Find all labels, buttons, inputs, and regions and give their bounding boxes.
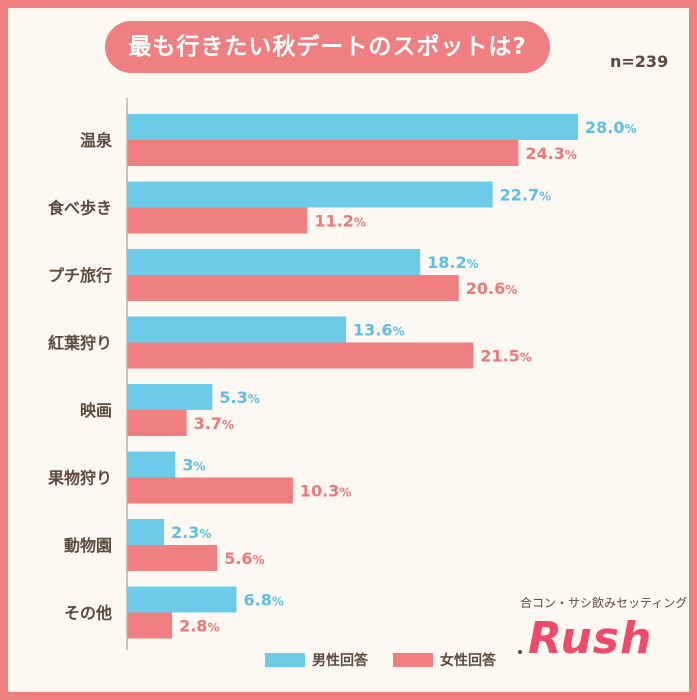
- value-label-male: 5.3%: [219, 388, 259, 407]
- category-label: 果物狩り: [47, 469, 112, 488]
- category-label: 紅葉狩り: [48, 334, 112, 353]
- bar-male: [127, 586, 237, 613]
- legend-female-swatch: [393, 653, 433, 667]
- bar-female: [127, 275, 459, 301]
- legend-female-label: 女性回答: [440, 653, 496, 669]
- brand-tagline: 合コン・サシ飲みセッティング: [520, 596, 688, 610]
- value-label-female: 20.6%: [466, 279, 518, 298]
- value-label-female: 5.6%: [224, 549, 264, 568]
- legend-male-swatch: [265, 653, 305, 667]
- brand-logo: Rush: [528, 613, 653, 664]
- title-banner: [105, 21, 550, 73]
- value-label-male: 3%: [182, 456, 205, 475]
- value-label-male: 18.2%: [427, 253, 479, 272]
- value-label-female: 2.8%: [179, 617, 219, 636]
- value-label-male: 6.8%: [244, 591, 284, 610]
- bar-female: [127, 477, 293, 504]
- bar-male: [127, 451, 176, 478]
- bar-female: [127, 342, 474, 369]
- category-label: その他: [64, 604, 112, 623]
- bar-female: [127, 410, 187, 436]
- bar-female: [127, 140, 519, 166]
- value-label-female: 21.5%: [480, 347, 532, 366]
- value-label-female: 24.3%: [525, 144, 577, 163]
- value-label-male: 13.6%: [353, 321, 405, 340]
- bar-male: [127, 519, 165, 545]
- category-label: 動物園: [64, 536, 112, 555]
- category-label: 温泉: [79, 131, 113, 150]
- value-label-female: 10.3%: [300, 482, 352, 501]
- bar-male: [127, 114, 578, 140]
- bar-female: [127, 545, 218, 571]
- chart-title: 最も行きたい秋デートのスポットは?: [128, 34, 527, 60]
- value-label-male: 28.0%: [585, 118, 637, 137]
- bar-female: [127, 612, 173, 639]
- category-label: プチ旅行: [48, 266, 112, 285]
- legend-male-label: 男性回答: [312, 653, 368, 669]
- value-label-male: 2.3%: [171, 523, 211, 542]
- bar-male: [127, 384, 213, 410]
- sample-size-label: n=239: [610, 52, 669, 71]
- category-label: 映画: [80, 401, 112, 420]
- bars-group: 温泉 28.0% 24.3% 食べ歩き 22.7% 11.2% プチ旅行 18.2% 20.6%…: [47, 114, 637, 639]
- value-label-male: 22.7%: [500, 186, 552, 205]
- bar-male: [127, 181, 493, 208]
- bar-male: [127, 249, 421, 275]
- category-label: 食べ歩き: [47, 199, 112, 218]
- value-label-female: 3.7%: [194, 414, 234, 433]
- bar-male: [127, 316, 347, 343]
- bar-female: [127, 207, 308, 234]
- brand-dot: [518, 650, 522, 654]
- value-label-female: 11.2%: [314, 212, 366, 231]
